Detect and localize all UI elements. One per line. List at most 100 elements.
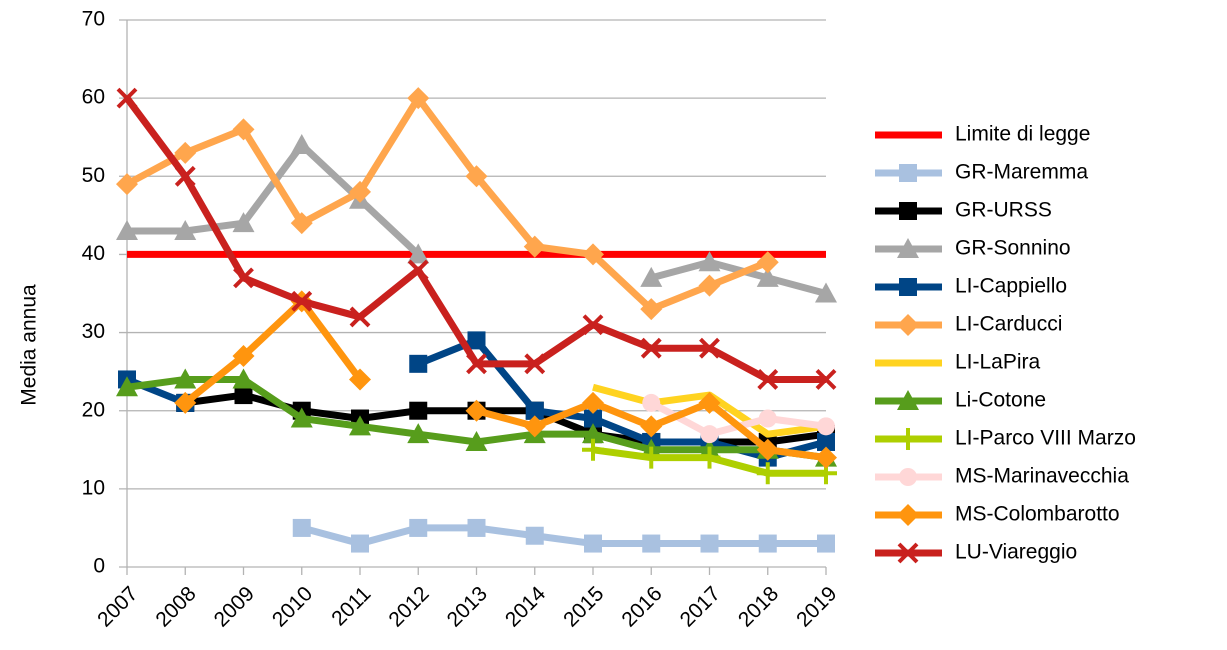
marker xyxy=(698,391,721,414)
marker xyxy=(640,415,663,438)
series xyxy=(582,438,837,485)
y-tick-label: 60 xyxy=(82,86,105,109)
marker xyxy=(174,368,197,389)
marker xyxy=(757,369,779,390)
marker xyxy=(174,165,196,187)
marker xyxy=(698,274,721,297)
marker xyxy=(174,219,197,240)
marker xyxy=(815,369,837,390)
x-tick-label: 2007 xyxy=(93,582,142,631)
marker xyxy=(465,430,488,451)
marker xyxy=(582,391,604,414)
marker xyxy=(582,438,604,461)
legend-label: Li-Cotone xyxy=(955,389,1046,412)
marker xyxy=(700,534,719,553)
marker xyxy=(232,345,255,368)
legend-label: LI-Cappiello xyxy=(955,275,1067,298)
marker xyxy=(698,251,721,272)
legend-label: Limite di legge xyxy=(955,123,1090,146)
marker xyxy=(582,423,604,444)
legend-label: GR-URSS xyxy=(955,199,1052,222)
marker xyxy=(524,353,546,375)
legend-label: LI-Carducci xyxy=(955,313,1062,336)
marker xyxy=(349,180,371,203)
x-tick-label: 2012 xyxy=(384,582,433,631)
marker xyxy=(817,432,835,451)
y-axis-label: Media annua xyxy=(18,284,41,406)
marker xyxy=(465,399,488,422)
marker xyxy=(467,331,486,350)
y-tick-label: 40 xyxy=(82,242,105,265)
series xyxy=(116,134,837,303)
marker xyxy=(523,415,546,438)
marker xyxy=(897,542,919,564)
line xyxy=(125,94,770,313)
marker xyxy=(349,306,371,328)
marker xyxy=(467,518,486,537)
marker xyxy=(116,376,138,397)
x-tick-label: 2019 xyxy=(792,582,841,631)
series xyxy=(116,87,779,321)
marker xyxy=(897,390,919,410)
marker xyxy=(291,290,313,312)
marker xyxy=(174,141,197,164)
marker xyxy=(640,266,663,287)
legend-label: GR-Sonnino xyxy=(955,237,1071,260)
marker xyxy=(640,298,663,321)
marker xyxy=(899,278,917,296)
y-tick-label: 70 xyxy=(82,8,105,31)
x-tick-label: 2015 xyxy=(559,582,608,631)
marker xyxy=(582,314,604,336)
marker xyxy=(409,401,428,420)
marker xyxy=(525,401,544,420)
marker xyxy=(407,87,430,110)
marker xyxy=(233,267,254,289)
legend-label: LI-LaPira xyxy=(955,351,1041,374)
marker xyxy=(700,425,719,444)
marker xyxy=(640,446,663,469)
legend-label: MS-Marinavecchia xyxy=(955,465,1129,488)
marker xyxy=(642,534,661,553)
marker xyxy=(465,165,488,188)
x-tick-label: 2009 xyxy=(210,582,259,631)
marker xyxy=(815,446,837,469)
y-tick-label: 10 xyxy=(82,476,105,499)
marker xyxy=(290,134,313,155)
marker xyxy=(292,518,311,537)
x-tick-label: 2008 xyxy=(151,582,200,631)
x-tick-label: 2016 xyxy=(617,582,666,631)
marker xyxy=(897,314,919,336)
marker xyxy=(584,534,602,553)
marker xyxy=(407,423,430,444)
line xyxy=(127,141,827,297)
x-tick-label: 2017 xyxy=(676,582,725,631)
legend-label: GR-Maremma xyxy=(955,161,1088,184)
marker xyxy=(466,353,487,375)
marker xyxy=(409,518,428,537)
legend-label: LI-Parco VIII Marzo xyxy=(955,427,1136,450)
marker xyxy=(698,446,721,469)
marker xyxy=(407,259,429,281)
marker xyxy=(756,251,779,274)
x-tick-label: 2013 xyxy=(443,582,492,631)
marker xyxy=(234,386,253,405)
marker xyxy=(817,534,835,553)
marker xyxy=(758,534,777,553)
legend-label: LU-Viareggio xyxy=(955,541,1077,564)
marker xyxy=(897,238,919,258)
marker xyxy=(116,173,138,196)
marker xyxy=(642,393,661,412)
marker xyxy=(349,415,371,436)
y-tick-label: 30 xyxy=(82,320,105,343)
marker xyxy=(756,438,779,461)
marker xyxy=(815,282,837,303)
marker xyxy=(756,266,779,287)
x-tick-label: 2010 xyxy=(268,582,317,631)
marker xyxy=(897,504,919,526)
marker xyxy=(897,428,919,450)
x-tick-label: 2014 xyxy=(501,582,551,632)
marker xyxy=(290,212,313,235)
marker xyxy=(899,468,917,486)
y-tick-label: 20 xyxy=(82,398,105,421)
